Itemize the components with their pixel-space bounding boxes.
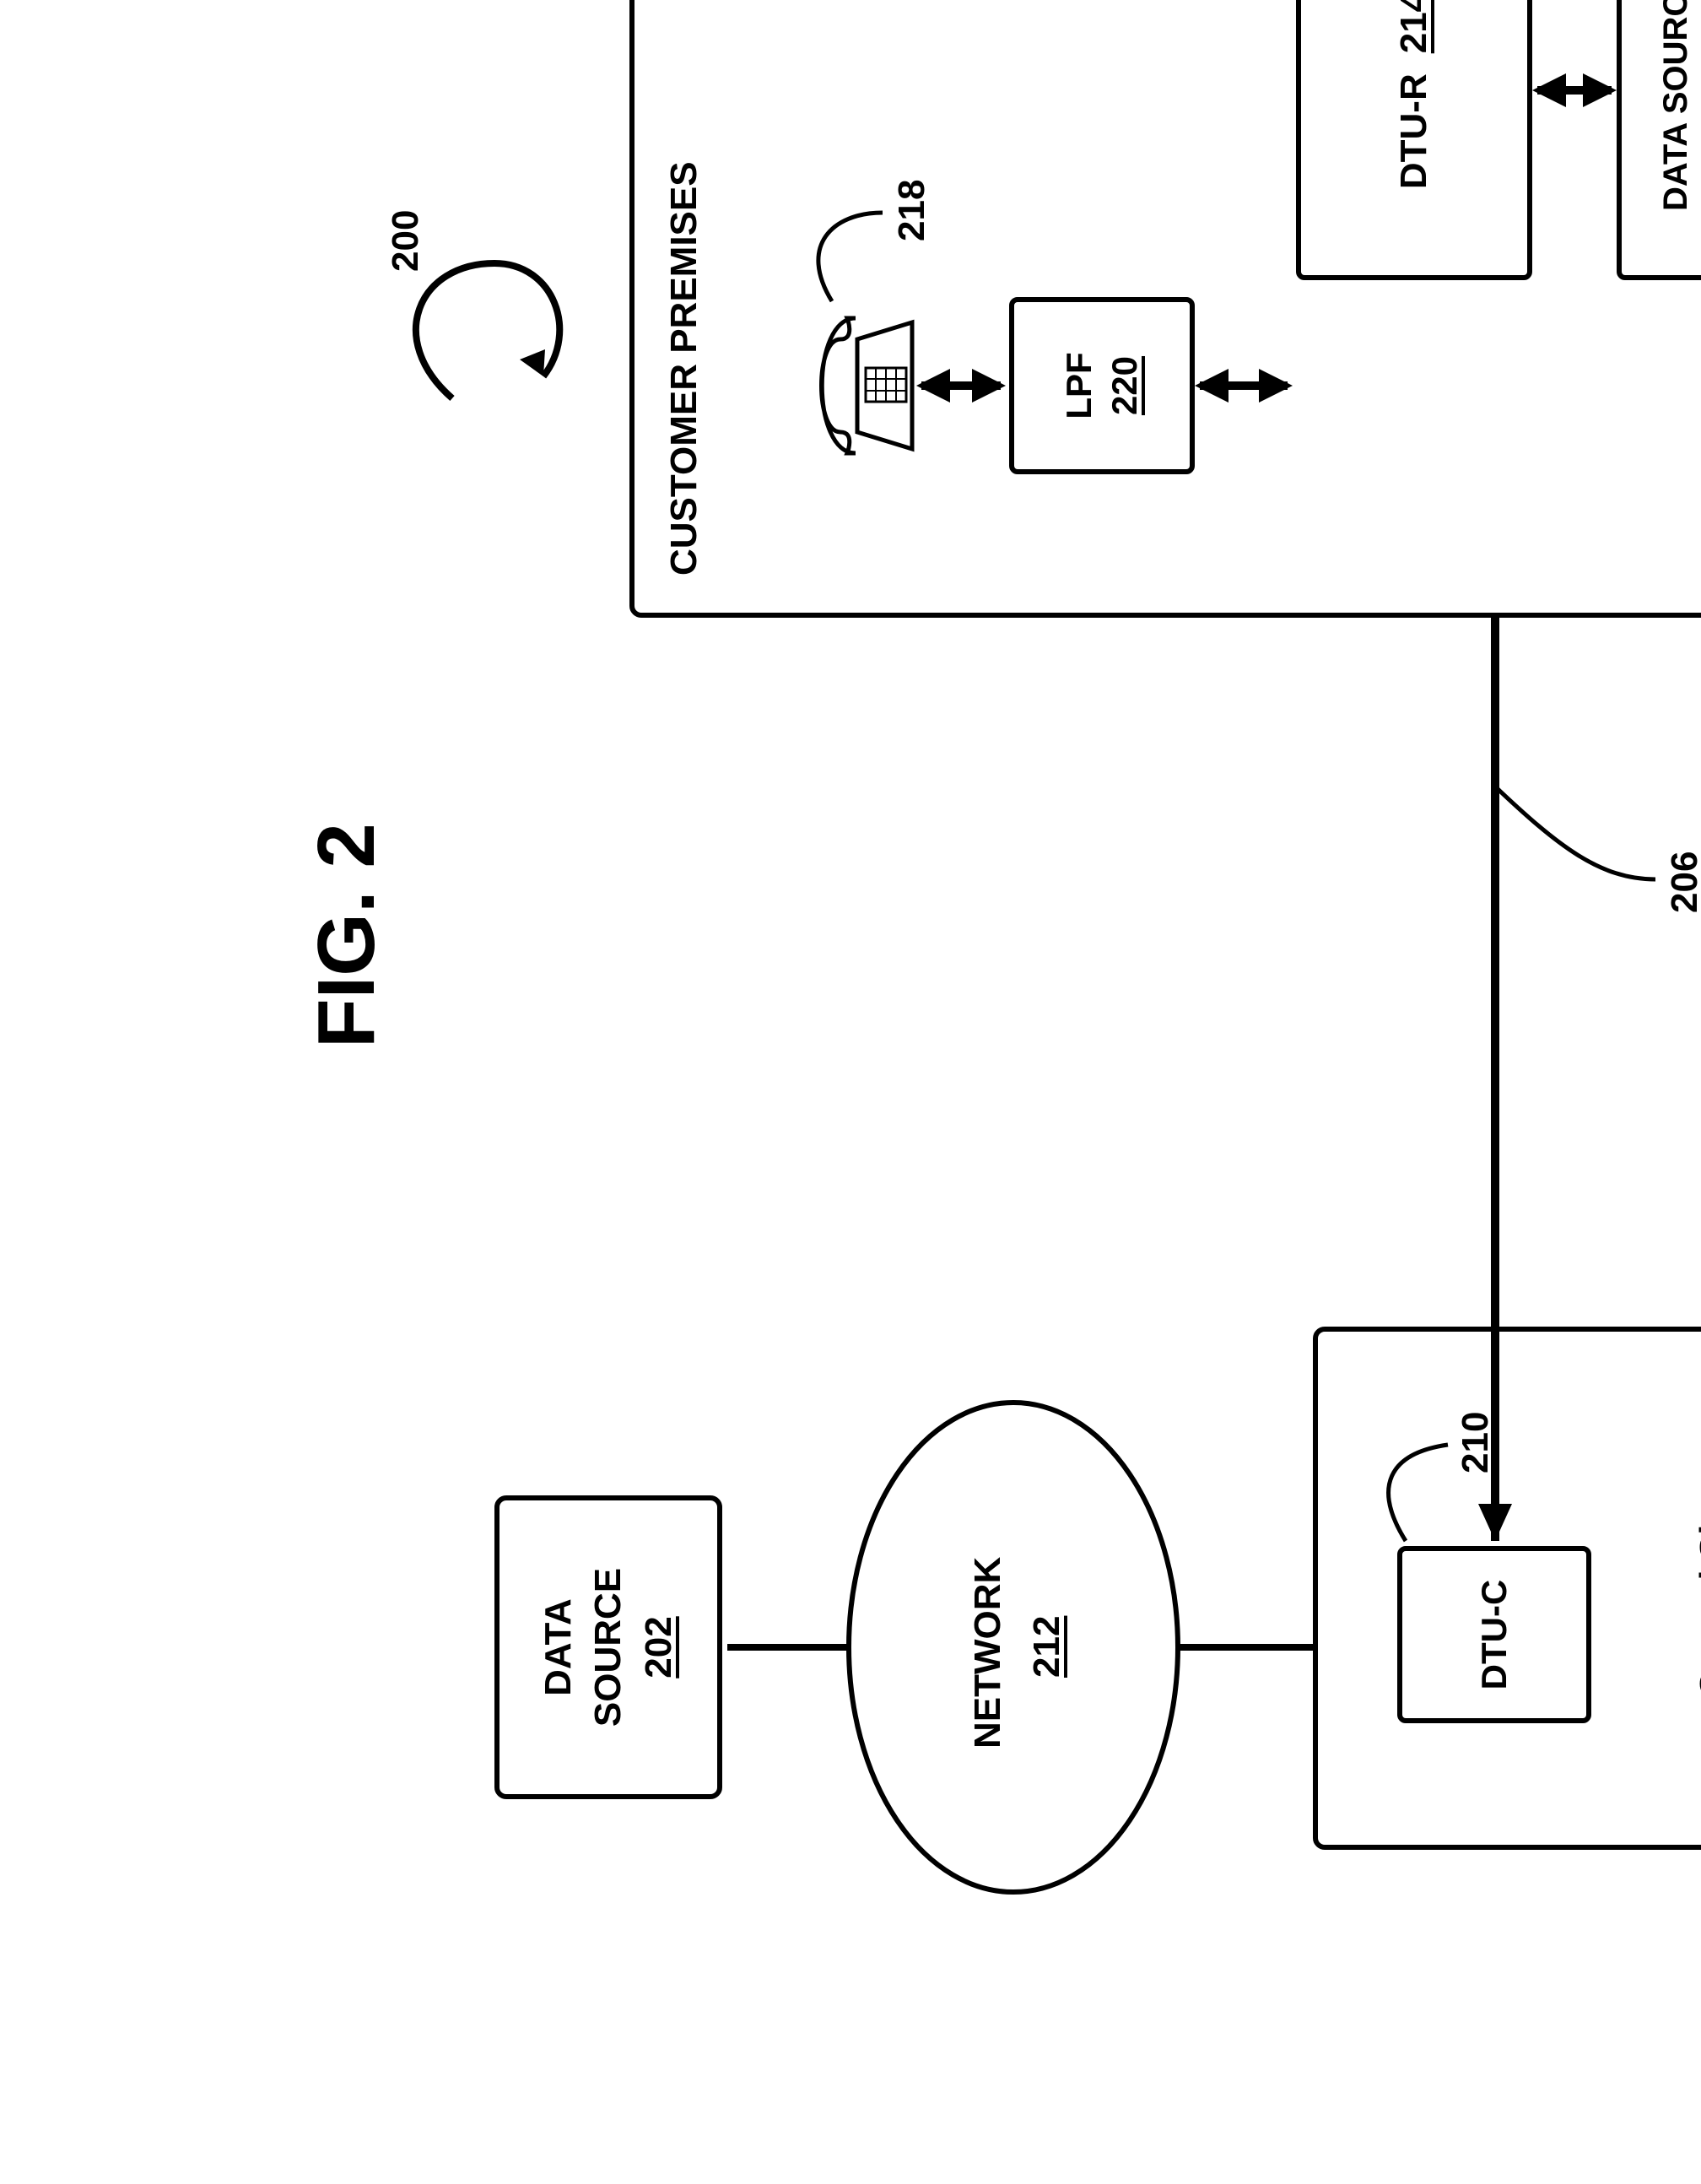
arrow-dtur-ds bbox=[241, 0, 1701, 1943]
data-source-cust-box: DATA SOURCE 216 bbox=[1617, 0, 1701, 280]
data-source-cust-label: DATA SOURCE bbox=[1657, 0, 1695, 211]
